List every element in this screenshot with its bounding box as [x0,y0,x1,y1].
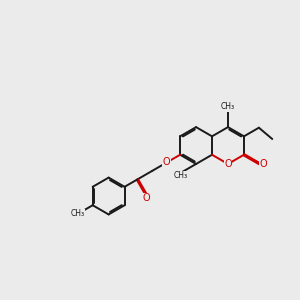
Text: O: O [163,158,170,167]
Text: O: O [224,159,232,169]
Text: CH₃: CH₃ [174,171,188,180]
Text: O: O [260,159,267,169]
Text: O: O [142,193,150,203]
Text: CH₃: CH₃ [221,102,235,111]
Text: CH₃: CH₃ [71,209,85,218]
